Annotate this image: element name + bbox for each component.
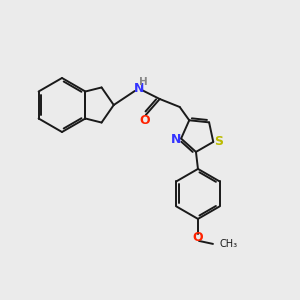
Text: N: N — [171, 133, 181, 146]
Text: CH₃: CH₃ — [220, 239, 238, 249]
Text: H: H — [140, 77, 148, 87]
Text: N: N — [134, 82, 144, 94]
Text: O: O — [140, 113, 150, 127]
Text: S: S — [214, 135, 223, 148]
Text: O: O — [193, 231, 203, 244]
